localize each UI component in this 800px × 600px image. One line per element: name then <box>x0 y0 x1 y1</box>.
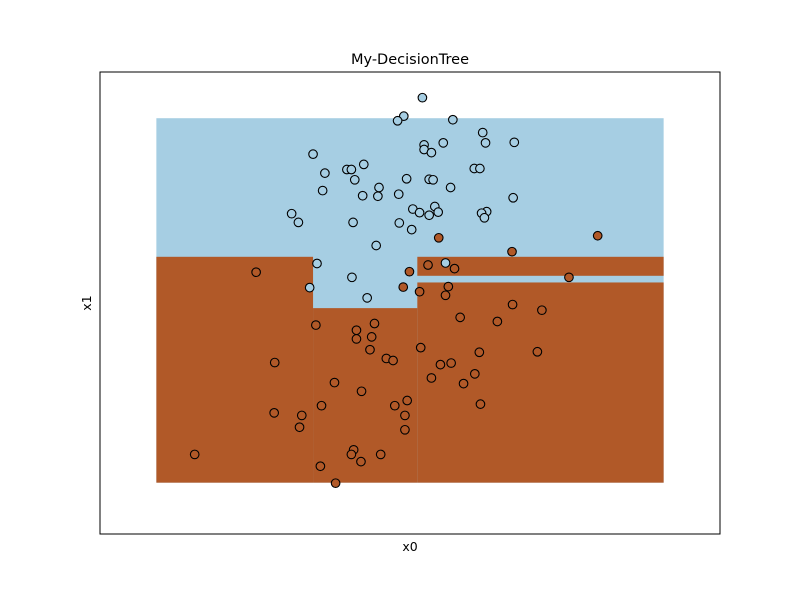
scatter-point-26 <box>393 189 404 200</box>
scatter-point-24 <box>357 190 368 201</box>
scatter-point-39 <box>348 217 358 228</box>
decision-regions <box>156 118 664 483</box>
scatter-point-37 <box>479 212 490 223</box>
scatter-point-52 <box>347 272 357 283</box>
scatter-point-25 <box>373 191 383 202</box>
scatter-point-81 <box>458 378 469 389</box>
scatter-point-4 <box>477 127 488 138</box>
scatter-point-42 <box>433 232 444 243</box>
decision-region-2 <box>313 308 418 483</box>
scatter-point-88 <box>296 410 307 421</box>
scatter-point-97 <box>315 461 326 472</box>
scatter-point-27 <box>445 182 456 193</box>
scatter-point-0 <box>417 92 428 103</box>
scatter-point-80 <box>329 377 340 388</box>
scatter-point-32 <box>433 207 444 217</box>
scatter-point-95 <box>189 449 200 460</box>
scatter-point-10 <box>426 147 437 158</box>
scatter-point-41 <box>406 224 417 235</box>
scatter-point-83 <box>402 395 413 406</box>
scatter-point-14 <box>346 164 357 175</box>
scatter-point-2 <box>392 115 403 126</box>
scatter-point-90 <box>294 422 305 433</box>
scatter-point-56 <box>443 281 454 292</box>
scatter-point-7 <box>480 137 491 148</box>
scatter-point-67 <box>351 334 362 344</box>
scatter-point-34 <box>424 210 435 221</box>
scatter-point-91 <box>400 424 410 435</box>
scatter-point-53 <box>564 272 574 283</box>
scatter-point-86 <box>475 399 486 409</box>
scatter-point-69 <box>365 344 375 355</box>
scatter-point-74 <box>388 355 398 366</box>
scatter-point-57 <box>304 282 315 293</box>
scatter-point-84 <box>316 400 327 411</box>
scatter-point-40 <box>394 218 405 228</box>
scatter-point-63 <box>492 316 503 327</box>
scatter-point-44 <box>592 230 603 241</box>
scatter-point-16 <box>349 174 360 185</box>
chart-title: My-DecisionTree <box>351 52 469 68</box>
scatter-point-17 <box>401 173 412 184</box>
scatter-point-66 <box>351 325 362 336</box>
scatter-point-46 <box>440 258 451 268</box>
scatter-point-58 <box>362 293 373 303</box>
scatter-point-22 <box>317 185 328 196</box>
scatter-point-38 <box>293 217 304 228</box>
scatter-point-51 <box>251 267 261 278</box>
scatter-point-23 <box>374 182 384 193</box>
scatter-point-79 <box>426 373 437 383</box>
x-axis-label: x0 <box>402 539 417 554</box>
scatter-point-68 <box>366 332 377 342</box>
scatter-point-96 <box>356 456 366 467</box>
scatter-point-87 <box>269 408 280 418</box>
scatter-point-94 <box>375 449 386 460</box>
scatter-point-55 <box>414 286 425 297</box>
scatter-point-45 <box>507 246 517 257</box>
scatter-point-93 <box>346 449 357 460</box>
scatter-point-64 <box>311 320 321 330</box>
scatter-point-98 <box>330 478 341 489</box>
plot-area <box>99 71 721 535</box>
scatter-point-60 <box>507 299 518 310</box>
scatter-point-49 <box>404 266 415 277</box>
scatter-point-82 <box>356 386 367 397</box>
scatter-point-76 <box>446 358 456 368</box>
scatter-point-28 <box>508 192 518 203</box>
y-axis-label: x1 <box>79 295 94 310</box>
scatter-points <box>189 92 603 489</box>
scatter-point-36 <box>286 208 297 219</box>
scatter-point-48 <box>423 260 433 270</box>
scatter-point-8 <box>509 137 520 148</box>
scatter-point-77 <box>269 357 280 368</box>
scatter-point-19 <box>428 174 438 185</box>
scatter-point-62 <box>455 312 466 323</box>
scatter-point-12 <box>358 159 369 170</box>
scatter-point-54 <box>398 282 409 292</box>
scatter-point-11 <box>308 149 318 159</box>
decision-region-4 <box>417 256 664 276</box>
scatter-point-72 <box>474 347 485 358</box>
decision-region-1 <box>156 256 314 483</box>
scatter-point-89 <box>400 410 410 421</box>
plot-frame <box>99 71 721 535</box>
scatter-point-78 <box>469 368 480 379</box>
scatter-point-70 <box>415 342 426 353</box>
scatter-point-43 <box>371 240 382 251</box>
scatter-point-50 <box>449 263 460 274</box>
scatter-point-21 <box>475 163 485 174</box>
scatter-point-65 <box>369 318 380 329</box>
scatter-point-85 <box>389 400 400 411</box>
scatter-point-59 <box>440 290 451 301</box>
scatter-point-15 <box>320 168 330 178</box>
scatter-point-47 <box>312 258 322 269</box>
scatter-point-71 <box>532 346 543 357</box>
scatter-point-75 <box>435 359 446 370</box>
scatter-point-3 <box>447 114 458 125</box>
scatter-point-31 <box>414 207 425 218</box>
scatter-point-61 <box>537 305 547 316</box>
scatter-point-5 <box>438 137 449 148</box>
